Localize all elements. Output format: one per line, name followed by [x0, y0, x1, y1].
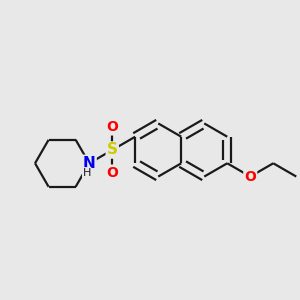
- Text: O: O: [106, 120, 118, 134]
- Text: N: N: [83, 156, 96, 171]
- Text: S: S: [107, 142, 118, 158]
- Text: O: O: [106, 166, 118, 180]
- Text: H: H: [82, 168, 91, 178]
- Text: O: O: [244, 169, 256, 184]
